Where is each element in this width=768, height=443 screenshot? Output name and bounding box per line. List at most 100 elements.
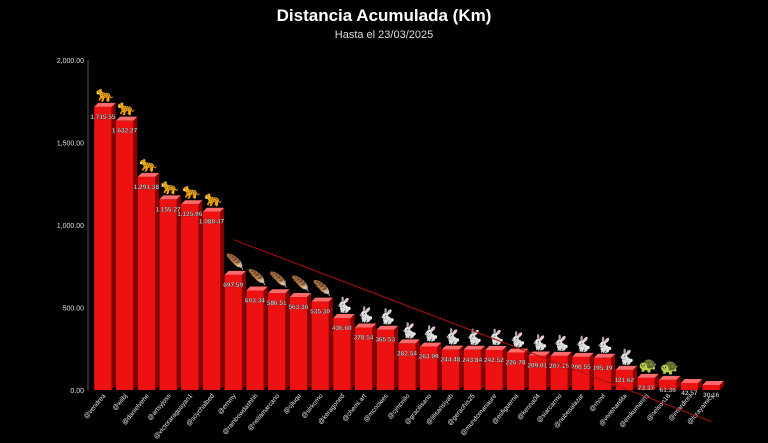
bar-side: [372, 323, 377, 390]
leopard-icon: 🐆: [139, 155, 158, 173]
rabbit-icon: 🐇: [465, 328, 484, 346]
bar: [376, 329, 394, 390]
bar-side: [263, 286, 268, 390]
bar-side: [328, 297, 333, 390]
bar: [441, 349, 460, 390]
y-tick-label: 1,500.00: [57, 141, 84, 148]
data-label: 1,155.27: [155, 206, 181, 213]
bar-side: [176, 195, 181, 390]
bar: [181, 204, 199, 390]
bar-top: [593, 353, 616, 358]
bar: [550, 355, 568, 390]
data-label: 121.62: [614, 377, 634, 384]
bar-side: [111, 102, 116, 390]
bar-top: [680, 378, 703, 383]
data-label: 195.19: [593, 365, 613, 372]
rabbit-icon: 🐇: [421, 325, 440, 343]
x-tick-label: @rnovl: [588, 392, 607, 413]
rabbit-icon: 🐇: [508, 331, 527, 349]
bar-top: [376, 325, 398, 330]
data-label: 365.53: [375, 337, 395, 344]
bar-side: [480, 345, 485, 390]
rabbit-icon: 🐇: [617, 348, 636, 366]
rabbit-icon: 🐇: [595, 336, 614, 354]
bar-top: [398, 339, 420, 344]
data-label: 1,291.38: [134, 184, 160, 191]
data-label: 42.57: [681, 390, 698, 397]
bar-top: [659, 375, 681, 380]
data-label: 263.09: [419, 354, 439, 361]
bar-top: [289, 293, 312, 298]
bar-top: [94, 102, 116, 107]
y-tick-label: 500.00: [63, 306, 85, 313]
bar: [311, 301, 329, 390]
rabbit-icon: 🐇: [443, 328, 462, 346]
bar-side: [654, 373, 659, 390]
bar-top: [181, 200, 203, 205]
bar-top: [420, 342, 442, 347]
bar: [137, 176, 155, 390]
bar: [506, 352, 525, 390]
bar-top: [115, 116, 138, 121]
bar: [94, 106, 112, 390]
bar-side: [437, 342, 442, 390]
data-label: 73.37: [638, 385, 655, 392]
bar-top: [137, 172, 159, 177]
bar-side: [524, 348, 529, 390]
bar-side: [589, 352, 594, 390]
feather-icon: 🪶: [291, 274, 310, 293]
bar: [593, 357, 612, 390]
bar-top: [159, 195, 181, 200]
bar: [615, 369, 633, 390]
leopard-icon: 🐆: [182, 182, 201, 200]
data-label: 1,080.47: [199, 219, 225, 226]
data-label: 61.36: [660, 387, 677, 394]
trend-line: [233, 239, 712, 422]
bar-side: [350, 313, 355, 390]
turtle-icon: 🐢: [660, 358, 679, 376]
bar-side: [719, 381, 724, 390]
data-label: 209.01: [527, 363, 547, 370]
rabbit-icon: 🐇: [552, 334, 571, 352]
leopard-icon: 🐆: [204, 190, 223, 208]
rabbit-icon: 🐇: [530, 334, 549, 352]
bar-side: [285, 289, 290, 390]
bar-side: [698, 378, 703, 390]
bar-side: [502, 345, 507, 390]
turtle-icon: 🐢: [639, 356, 658, 374]
bar-top: [637, 373, 659, 378]
data-label: 244.48: [441, 357, 461, 364]
rabbit-icon: 🐇: [334, 296, 353, 314]
data-label: 586.51: [267, 300, 287, 307]
bar-top: [246, 286, 268, 291]
data-label: 30.16: [703, 392, 720, 399]
feather-icon: 🪶: [269, 270, 288, 289]
rabbit-icon: 🐇: [356, 306, 375, 324]
bar-top: [224, 270, 246, 275]
bar: [333, 317, 351, 390]
x-tick-label: @vendrea: [83, 392, 108, 420]
bar-top: [485, 345, 507, 350]
feather-icon: 🪶: [248, 267, 267, 286]
bar: [159, 199, 177, 390]
chart-title: Distancia Acumulada (Km): [276, 6, 492, 25]
data-label: 697.59: [223, 282, 243, 289]
bar: [398, 343, 416, 390]
bar-side: [546, 351, 551, 390]
bar-top: [550, 351, 572, 356]
leopard-icon: 🐆: [117, 99, 136, 117]
data-label: 242.52: [484, 357, 504, 364]
data-label: 378.54: [354, 335, 374, 342]
bar: [680, 382, 699, 390]
bar-side: [567, 351, 572, 390]
bar-top: [615, 365, 637, 370]
bar-side: [611, 353, 616, 390]
bar: [528, 355, 547, 390]
data-label: 535.30: [310, 309, 330, 316]
bar-side: [198, 200, 203, 390]
data-label: 436.60: [332, 325, 352, 332]
bar-side: [220, 207, 225, 390]
bar: [354, 327, 373, 390]
